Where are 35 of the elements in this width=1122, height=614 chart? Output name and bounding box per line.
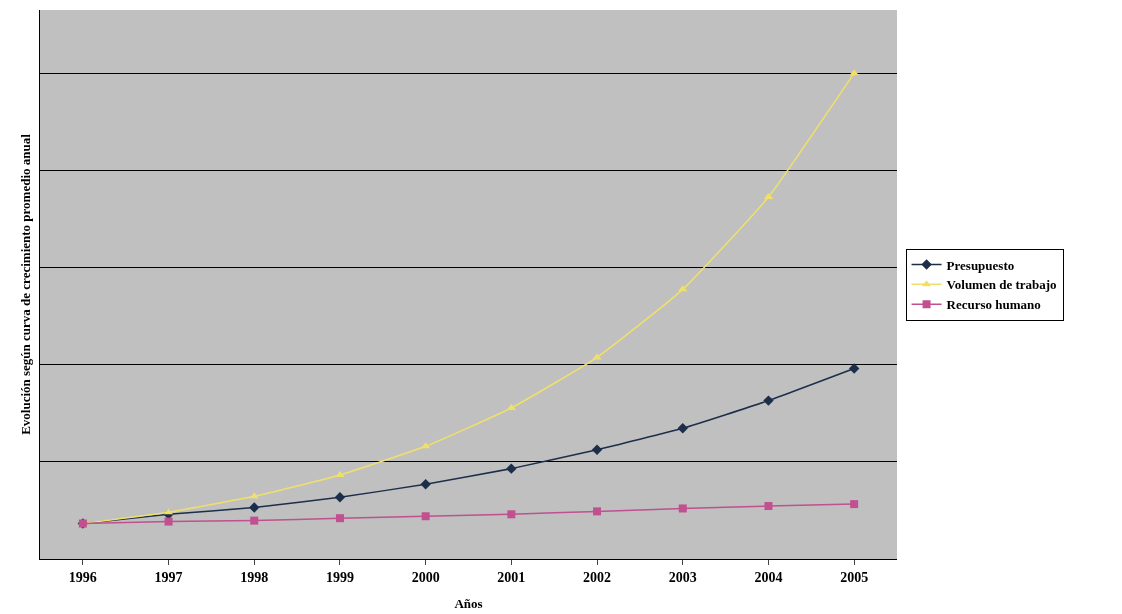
point xyxy=(506,463,517,474)
point xyxy=(334,492,346,503)
x-tick-label: 2003 xyxy=(668,569,697,585)
point xyxy=(678,504,687,513)
point xyxy=(677,423,688,434)
x-tick-label: 1997 xyxy=(154,569,183,585)
point xyxy=(421,512,430,521)
x-tick-label: 1999 xyxy=(325,569,354,585)
x-tick-label: 1996 xyxy=(68,569,97,585)
point xyxy=(591,444,603,455)
point xyxy=(250,516,259,525)
point xyxy=(764,502,773,511)
legend-label: Presupuesto xyxy=(946,257,1015,273)
x-tick-label: 2001 xyxy=(497,569,526,585)
point xyxy=(420,478,431,490)
x-axis-title: Años xyxy=(454,596,483,611)
point xyxy=(421,442,431,449)
point xyxy=(850,500,859,509)
x-tick-label: 1998 xyxy=(240,569,269,585)
x-tick-label: 2002 xyxy=(583,569,612,585)
point xyxy=(335,470,345,477)
point xyxy=(335,514,344,523)
x-tick-label: 2004 xyxy=(754,569,783,585)
point xyxy=(164,517,173,526)
point xyxy=(249,502,260,513)
point xyxy=(763,395,774,406)
x-tick-label: 2005 xyxy=(840,569,869,585)
point xyxy=(848,363,860,374)
point xyxy=(593,507,602,516)
legend-label: Volumen de trabajo xyxy=(946,277,1057,293)
point xyxy=(507,510,516,519)
y-axis-title: Evolución según curva de crecimiento promedio anual xyxy=(17,133,33,435)
point xyxy=(506,403,516,410)
legend-label: Recurso humano xyxy=(946,297,1041,313)
x-tick-label: 2000 xyxy=(411,569,440,585)
